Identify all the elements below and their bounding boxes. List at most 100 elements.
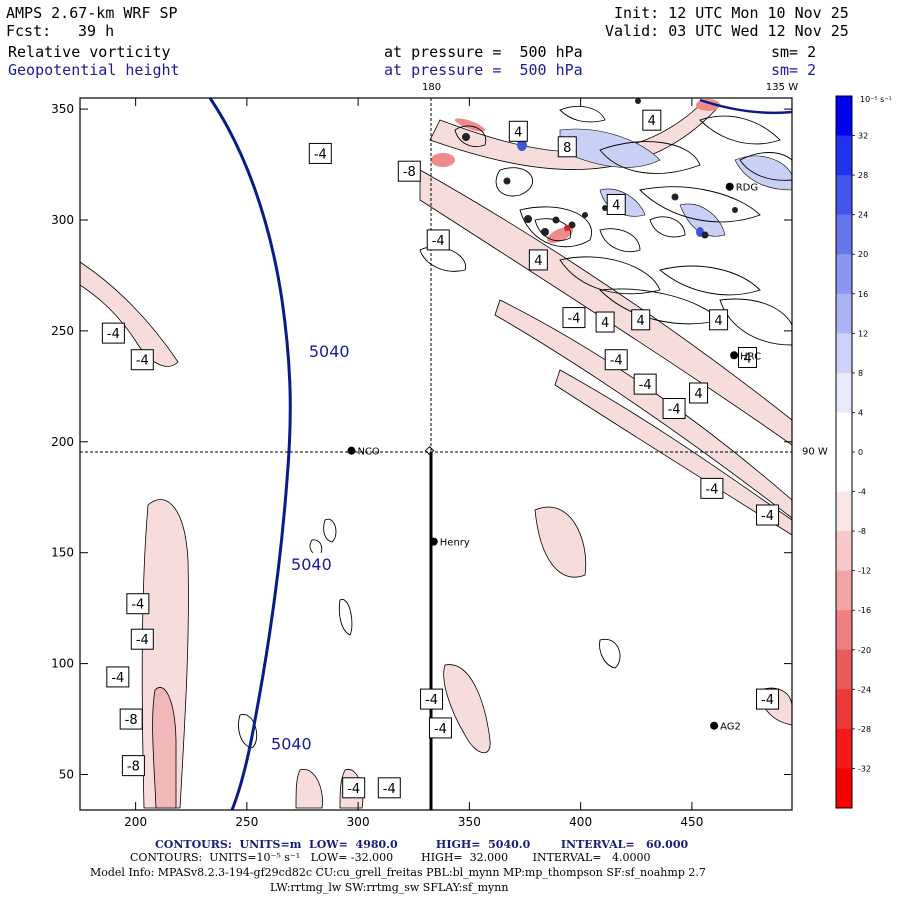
- x-tick-label: 250: [235, 815, 258, 829]
- x-tick-label: 200: [124, 815, 147, 829]
- vorticity-label-box: [709, 309, 729, 331]
- station-label: NCO: [357, 447, 379, 458]
- field2-name: Geopotential height: [8, 61, 180, 79]
- colorbar-tick-label: 8: [858, 369, 863, 378]
- vorticity-center: [671, 193, 679, 201]
- stations: NCO Henry RDG HRC AG2: [347, 182, 761, 733]
- vorticity-label: 4: [514, 125, 522, 140]
- footer-height-contours: CONTOURS: UNITS=m LOW= 4980.0 HIGH= 5040…: [155, 838, 689, 851]
- vorticity-label-box: [121, 755, 145, 777]
- vorticity-label-box: [631, 309, 651, 331]
- colorbar-swatch: [836, 254, 852, 295]
- vorticity-contour: [719, 298, 792, 346]
- vorticity-label-box: [426, 229, 450, 251]
- vorticity-label: 4: [637, 314, 645, 329]
- colorbar-tick-label: 32: [858, 132, 868, 141]
- vorticity-label-box: [606, 193, 626, 215]
- vorticity-label-box: [428, 717, 452, 739]
- colorbar-tick-label: 12: [858, 329, 868, 338]
- colorbar-swatch: [836, 214, 852, 255]
- colorbar-swatch: [836, 531, 852, 572]
- vorticity-label-box: [756, 688, 780, 710]
- field1-name: Relative vorticity: [8, 43, 171, 61]
- vorticity-contour: [323, 518, 337, 543]
- colorbar-swatch: [836, 293, 852, 334]
- height-label-bg: [285, 552, 338, 575]
- station-marker: [710, 721, 719, 730]
- vorticity-label: -4: [136, 633, 149, 648]
- colorbar-tick-label: -4: [858, 488, 866, 497]
- vorticity-label: 4: [714, 314, 722, 329]
- vorticity-contour: [559, 256, 661, 295]
- vorticity-label-box: [595, 311, 615, 333]
- vorticity-label-box: [342, 777, 366, 799]
- station-label: RDG: [736, 183, 758, 194]
- vorticity-label-box: [528, 249, 548, 271]
- colorbar-tick-label: -28: [858, 725, 871, 734]
- vorticity-label: -4: [383, 782, 396, 797]
- vorticity-center: [462, 133, 470, 141]
- vorticity-contour: [495, 167, 533, 197]
- vorticity-label: 4: [534, 254, 542, 269]
- vorticity-label-box: [106, 666, 130, 688]
- colorbar-swatch: [836, 412, 852, 453]
- vorticity-label: -4: [639, 378, 652, 393]
- colorbar-swatch: [836, 689, 852, 730]
- vorticity-label: -4: [314, 147, 327, 162]
- footer-model-info: Model Info: MPASv8.2.3-194-gf29cd82c CU:…: [90, 866, 706, 879]
- station-label: Henry: [440, 538, 470, 549]
- vorticity-label-box: [604, 349, 628, 371]
- colorbar-tick-label: -8: [858, 527, 866, 536]
- vorticity-label: -4: [131, 598, 144, 613]
- vorticity-contour: [639, 186, 761, 223]
- vorticity-area: [696, 99, 720, 111]
- colorbar-tick-label: -24: [858, 685, 871, 694]
- colorbar-tick-label: -20: [858, 646, 871, 655]
- vorticity-area: [554, 369, 792, 536]
- colorbar-tick-label: 0: [858, 448, 863, 457]
- y-tick-label: 200: [51, 435, 74, 449]
- field1-smooth: sm= 2: [771, 43, 817, 61]
- field2-smooth: sm= 2: [771, 61, 817, 79]
- y-axis: 50 100 150 200 250 300 350: [51, 102, 792, 782]
- vorticity-label: -8: [127, 760, 140, 775]
- height-label-bg: [303, 339, 356, 362]
- x-tick-label: 400: [569, 815, 592, 829]
- y-tick-label: 50: [59, 768, 74, 782]
- vorticity-center: [582, 212, 588, 218]
- vorticity-label: 8: [563, 141, 571, 156]
- vorticity-area: [559, 128, 661, 168]
- vorticity-label: -4: [107, 327, 120, 342]
- field2-level: at pressure = 500 hPa: [384, 61, 583, 79]
- vorticity-label-box: [508, 120, 528, 142]
- vorticity-label-box: [756, 504, 780, 526]
- colorbar-swatch: [836, 96, 852, 137]
- y-tick-label: 100: [51, 657, 74, 671]
- height-label-bg: [265, 732, 318, 755]
- vorticity-label-box: [738, 347, 757, 369]
- vorticity-center: [701, 231, 709, 239]
- station-marker: [725, 182, 734, 191]
- grid-line-labels: 180 135 W 90 W: [422, 82, 828, 458]
- colorbar: 10⁻⁵ s⁻¹ 32 28 24 20 16 12 8 4 0 -4 -8 -12 -16 -20 -24 -…: [835, 95, 892, 809]
- colorbar-tick-label: 16: [858, 290, 868, 299]
- grid-label-90w: 90 W: [802, 447, 828, 458]
- vorticity-label: -4: [567, 312, 580, 327]
- station-label: AG2: [720, 722, 741, 733]
- forecast-hours: 39 h: [78, 22, 115, 40]
- colorbar-swatch: [836, 728, 852, 769]
- vorticity-center: [524, 215, 532, 223]
- vorticity-contour-labels: -4 -4 -4 -8 -4 4 8 4 4 4 -4 4 4 4 4 -4 -4 -4 4 -4 -4 -4 -4 -4 -8…: [101, 109, 780, 799]
- vorticity-height-map: 200 250 300 350 400 450 50100150200250300350 …: [51, 82, 892, 829]
- vorticity-center: [602, 205, 608, 211]
- vorticity-contour: [659, 265, 761, 296]
- x-tick-label: 300: [347, 815, 370, 829]
- cross-section-end-marker: [424, 445, 435, 456]
- station-marker: [730, 351, 739, 360]
- vorticity-contour: [739, 152, 792, 181]
- height-contour-5040-ne: [699, 98, 792, 115]
- vorticity-contour: [699, 115, 781, 145]
- vorticity-label: -4: [610, 354, 623, 369]
- y-tick-label: 150: [51, 546, 74, 560]
- vorticity-label: -8: [403, 165, 416, 180]
